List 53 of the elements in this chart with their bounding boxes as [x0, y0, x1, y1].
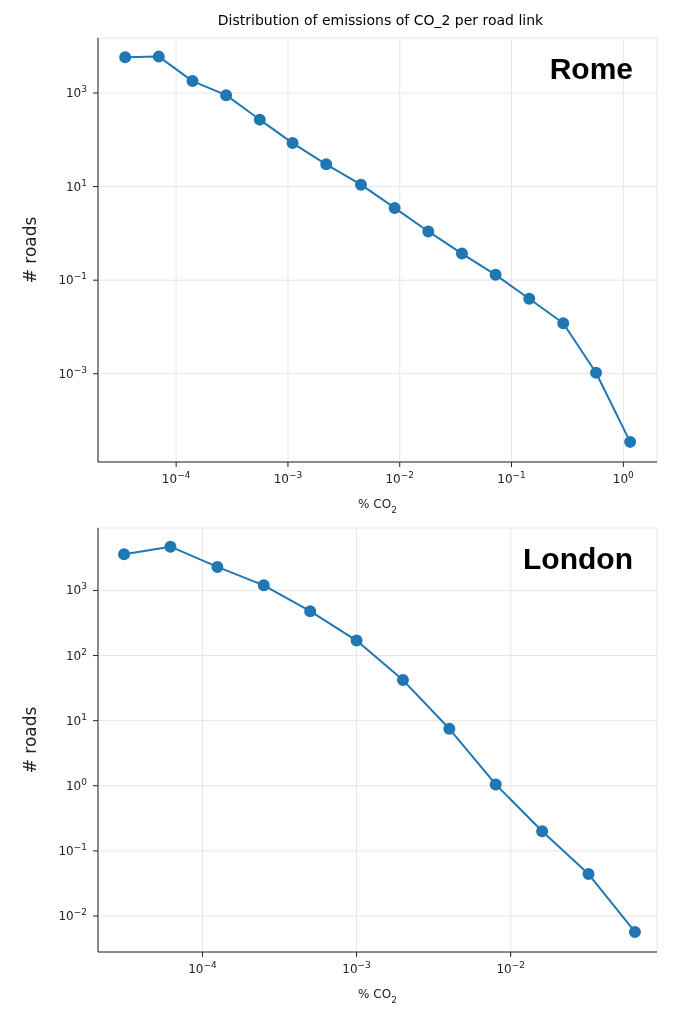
point	[286, 137, 299, 150]
point	[152, 50, 165, 63]
point	[443, 722, 456, 735]
x-tick-label: 10$^{−2}$	[496, 960, 525, 976]
point	[523, 292, 536, 305]
point	[388, 201, 401, 214]
x-tick-label: 10$^{0}$	[612, 470, 635, 486]
y-tick-label: 10$^{1}$	[65, 177, 87, 194]
point	[354, 178, 367, 191]
point	[590, 366, 603, 379]
point	[624, 435, 637, 448]
x-tick-label: 10$^{−3}$	[273, 470, 303, 486]
y-tick-label: 10$^{0}$	[65, 776, 88, 793]
x-tick-label: 10$^{−1}$	[497, 470, 526, 486]
point	[582, 868, 595, 881]
y-tick-label: 10$^{3}$	[65, 84, 87, 101]
y-axis-title: # roads	[20, 706, 40, 774]
point	[118, 548, 131, 561]
point	[211, 560, 224, 573]
x-tick-label: 10$^{−2}$	[385, 470, 415, 486]
point	[536, 825, 549, 838]
point	[396, 674, 409, 687]
y-tick-label: 10$^{−2}$	[58, 907, 87, 923]
point	[489, 778, 502, 791]
x-axis-title: % CO$_{2}$	[358, 497, 397, 515]
x-tick-label: 10$^{−4}$	[188, 960, 217, 976]
x-tick-label: 10$^{−3}$	[342, 960, 371, 976]
y-axis-title: # roads	[20, 216, 40, 284]
point	[164, 540, 177, 553]
annotation: London	[523, 542, 633, 576]
point	[220, 89, 233, 102]
point	[422, 225, 435, 238]
point	[253, 113, 266, 126]
point	[557, 317, 570, 330]
y-tick-label: 10$^{1}$	[65, 711, 87, 728]
point	[350, 634, 363, 647]
y-tick-label: 10$^{3}$	[65, 581, 87, 598]
x-tick-label: 10$^{−4}$	[161, 470, 191, 486]
chart-title: Distribution of emissions of CO_2 per road link	[216, 11, 545, 30]
annotation: Rome	[549, 52, 633, 86]
y-tick-label: 10$^{−1}$	[58, 841, 87, 858]
point	[186, 75, 199, 88]
y-tick-label: 10$^{2}$	[65, 646, 87, 663]
point	[304, 605, 317, 618]
y-tick-label: 10$^{−1}$	[58, 271, 87, 288]
point	[320, 158, 333, 171]
point	[455, 247, 468, 260]
point	[119, 51, 132, 64]
y-tick-label: 10$^{−3}$	[58, 364, 87, 381]
point	[257, 579, 270, 592]
x-axis-title: % CO$_{2}$	[358, 987, 397, 1005]
point	[489, 268, 502, 281]
point	[628, 925, 641, 938]
